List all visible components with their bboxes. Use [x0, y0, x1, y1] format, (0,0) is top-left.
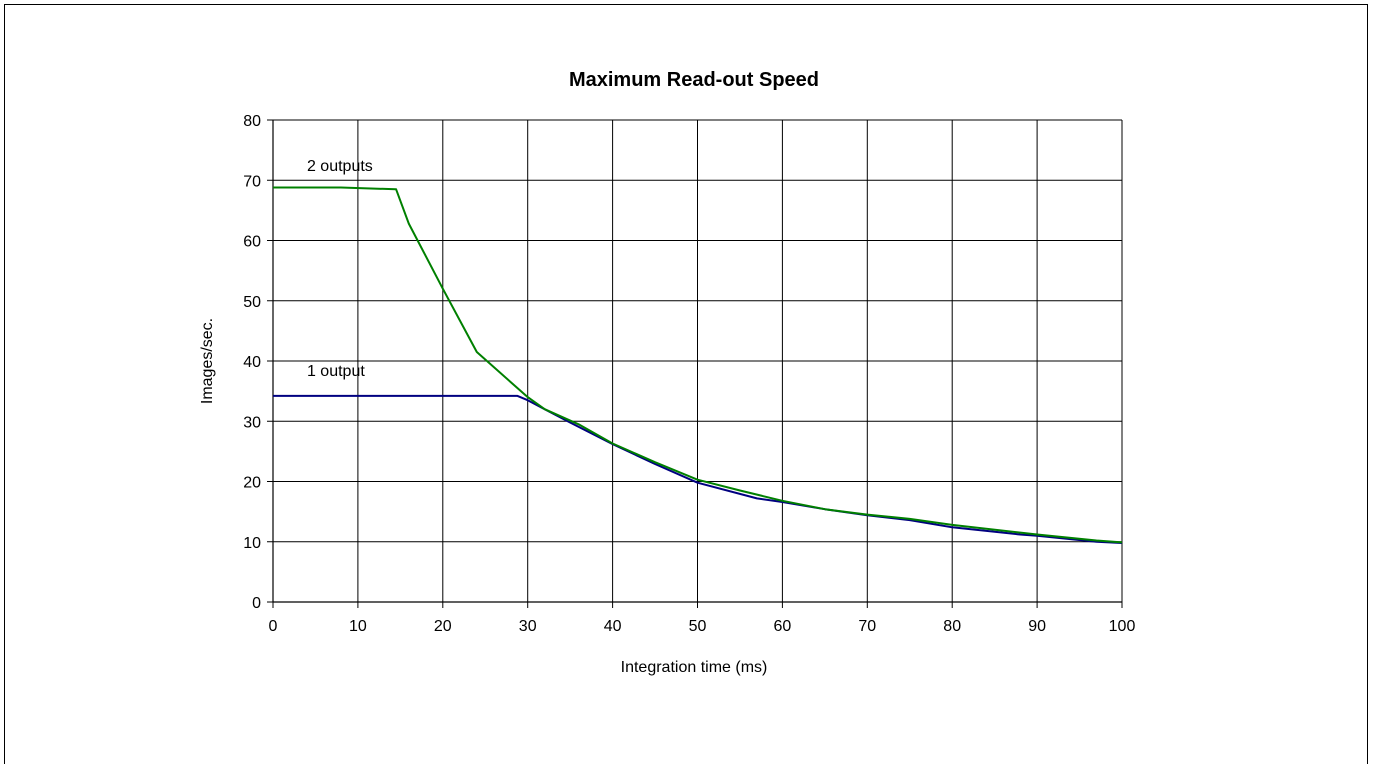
- x-tick-label: 40: [604, 618, 622, 635]
- x-tick-label: 70: [858, 618, 876, 635]
- chart-frame: [4, 4, 1368, 764]
- series-line-2-outputs: [273, 186, 1123, 544]
- x-tick-label: 20: [434, 618, 452, 635]
- plot-area: 0 10 20 30 40 50 60 70 80 0 10 20 30 40 50 60 70 80 90 100 1…: [243, 113, 1135, 635]
- y-tick-label: 50: [243, 294, 261, 311]
- y-tick-label: 0: [252, 595, 261, 612]
- x-tick-label: 10: [349, 618, 367, 635]
- x-tick-label: 30: [519, 618, 537, 635]
- x-tick-label: 80: [943, 618, 961, 635]
- y-tick-label: 20: [243, 475, 261, 492]
- x-tick-label: 60: [774, 618, 792, 635]
- series-label-1-output: 1 output: [307, 363, 365, 380]
- x-tick-label: 0: [269, 618, 278, 635]
- y-tick-label: 60: [243, 234, 261, 251]
- y-tick-label: 40: [243, 354, 261, 371]
- y-tick-label: 10: [243, 535, 261, 552]
- series-label-2-outputs: 2 outputs: [307, 158, 373, 175]
- y-tick-label: 70: [243, 173, 261, 190]
- x-tick-label: 90: [1028, 618, 1046, 635]
- x-axis-title: Integration time (ms): [621, 659, 768, 676]
- y-axis-title: Images/sec.: [199, 318, 216, 404]
- x-tick-label: 50: [689, 618, 707, 635]
- series-line-1-output: [273, 394, 1123, 544]
- x-tick-label: 100: [1109, 618, 1136, 635]
- y-tick-label: 30: [243, 414, 261, 431]
- chart-title: Maximum Read-out Speed: [569, 69, 819, 91]
- y-tick-label: 80: [243, 113, 261, 130]
